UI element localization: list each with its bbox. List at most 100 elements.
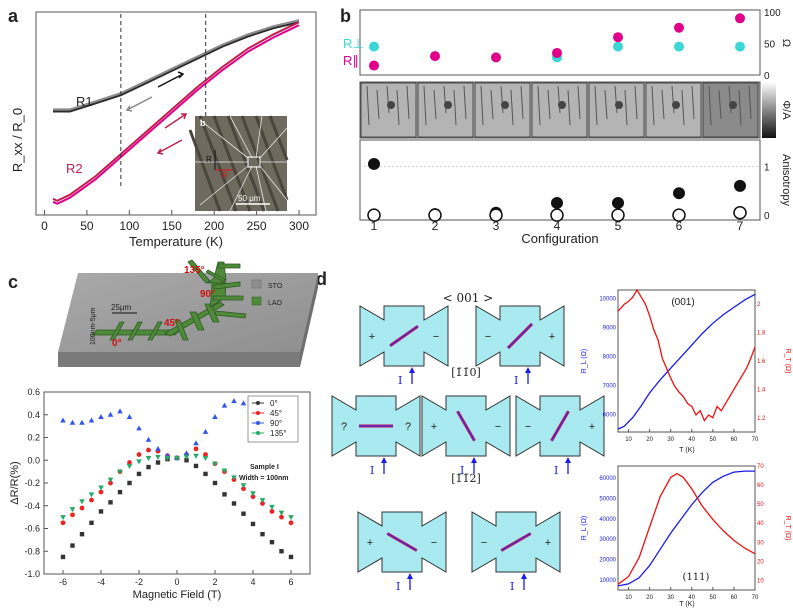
- legend-lao-label: LAO: [268, 300, 283, 307]
- panel-c-point: [60, 520, 66, 526]
- panel-c-ytick-label: 0.6: [27, 387, 40, 397]
- panel-b-middle-ylabel: Φ/A: [780, 100, 792, 120]
- panel-c-xtick-label: -4: [97, 577, 105, 587]
- panel-a-chart: 0 50 100 150 200 250 300 Temperature (K) R_xx …: [10, 11, 317, 249]
- device-current-label: I: [514, 374, 518, 387]
- panel-b-top-ytick-label: 0: [764, 71, 770, 82]
- device-left-terminal: −: [481, 537, 487, 549]
- panel-c-point: [98, 485, 104, 491]
- panel-c-point: [183, 450, 190, 456]
- device-diagram: − + I: [515, 395, 605, 477]
- panel-b-bottom-ylabel: Anisotropy: [780, 154, 792, 206]
- panel-b-image-feature: [661, 89, 665, 120]
- panel-c-point: [193, 446, 199, 452]
- panel-c-ytick-label: -1.0: [24, 569, 40, 579]
- panel-d2-ytick-left-label: 20000: [599, 558, 616, 564]
- panel-c-legend-marker: [256, 401, 260, 405]
- panel-c-legend-label: 45°: [270, 409, 282, 418]
- legend-lao-swatch: [251, 296, 262, 306]
- panel-b-open-point: [550, 208, 564, 222]
- panel-a-dashed-lines: [120, 14, 207, 188]
- panel-b-image-feature: [500, 85, 504, 114]
- panel-c-series: [60, 398, 294, 560]
- panel-c-point: [145, 436, 152, 442]
- panel-b-xticks: 1 2 3 4 5 6 7: [371, 219, 744, 233]
- panel-d1-ytick-right-label: 1.8: [757, 331, 766, 337]
- panel-b-open-point: [733, 205, 747, 220]
- panel-c-ticks: -6 -4 -2 0 2 4 6 -1.0 -0.8 -0.6 -0.4 -0.2 0.0 0.2 0.4 0…: [24, 387, 293, 587]
- panel-c-point: [288, 554, 294, 560]
- panel-c-point: [60, 417, 66, 423]
- device-channel-core: [507, 323, 533, 349]
- arrow-r2-down: [157, 139, 183, 154]
- panel-c-point: [145, 455, 152, 461]
- legend-sto-label: STO: [268, 283, 283, 290]
- device-diagram: − + I: [471, 511, 561, 593]
- panel-c-point: [203, 471, 208, 477]
- panel-d1-xtick-label: 30: [667, 437, 674, 443]
- panel-c-point: [108, 480, 113, 486]
- device-current-label: I: [396, 580, 400, 593]
- panel-b-image-strip: [360, 82, 759, 138]
- panel-c-point: [79, 505, 85, 511]
- panel-c-point: [117, 408, 123, 414]
- panel-a-series-line: [52, 21, 300, 202]
- panel-d2-ytick-left-label: 60000: [599, 476, 616, 482]
- panel-c-xtick-label: 6: [288, 577, 293, 587]
- sto-substrate-side: [300, 273, 318, 367]
- panel-c-point: [240, 483, 247, 489]
- panel-b-image-feature: [708, 85, 712, 126]
- panel-c-point: [250, 494, 256, 500]
- panel-d2-xtick-label: 20: [646, 595, 653, 601]
- panel-c-point: [117, 469, 123, 475]
- panel-d1-xtick-label: 50: [710, 437, 717, 443]
- panel-d2-ytick-right-label: 70: [757, 464, 764, 470]
- panel-b-bottom-ytick-label: 1: [764, 162, 770, 173]
- device-right-terminal: −: [431, 537, 437, 549]
- panel-d2-xtick-label: 70: [752, 595, 759, 601]
- arrow-r1-up-head: [177, 71, 185, 79]
- panel-c-point: [269, 539, 275, 545]
- panel-c-ytick-label: 0.0: [27, 455, 40, 465]
- device-current-arrowhead: [521, 573, 527, 579]
- panel-b-image-feature: [396, 89, 400, 126]
- panel-b-image-feature: [614, 85, 618, 114]
- device-channel-core: [500, 532, 532, 552]
- panel-b-rpar-point: [674, 22, 684, 33]
- panel-b-image-feature: [406, 85, 410, 120]
- device-current-label: I: [370, 464, 374, 477]
- panel-b-image-feature: [480, 85, 484, 126]
- arrow-r1-down-head: [125, 105, 133, 112]
- panel-a-xtick-label: 300: [289, 219, 309, 233]
- panel-c-point: [231, 501, 237, 506]
- panel-b-yticks: 0 50 100 0 1: [764, 8, 781, 222]
- device-diagram: + − I: [357, 511, 447, 593]
- inset-r-par: R: [222, 171, 228, 180]
- panel-d2-ylabel-left: R_L (Ω): [581, 516, 588, 540]
- inset-scalebar-label: 50 μm: [238, 194, 261, 203]
- panel-b-image-feature: [634, 85, 638, 120]
- arrow-r2-down-head: [156, 148, 164, 155]
- panel-a-inset-micrograph: b R R 50 μm: [188, 115, 289, 212]
- panel-c-point: [117, 489, 123, 495]
- panel-c-xtick-label: -2: [135, 577, 143, 587]
- panel-b-image-feature: [510, 89, 514, 126]
- direction-001: < 001 >: [443, 291, 494, 305]
- panel-c-point: [70, 543, 75, 548]
- panel-label-a: a: [8, 6, 19, 26]
- panel-c-point: [136, 459, 142, 465]
- panel-b-xtick-label: 4: [554, 219, 561, 233]
- width-25-label: 25μm: [111, 303, 132, 312]
- panel-d2-xlabel: T (K): [679, 601, 694, 608]
- panel-c-point: [107, 477, 114, 483]
- panel-a-frame: [35, 11, 317, 216]
- panel-b-filled-point: [734, 179, 746, 192]
- panel-c-legend-marker: [256, 421, 260, 425]
- panel-c-point: [107, 411, 114, 417]
- panel-b-top-ytick-label: 100: [764, 8, 781, 19]
- panel-c-legend-items: 0°45°90°135°: [252, 399, 287, 438]
- panel-b-xtick-label: 6: [676, 219, 683, 233]
- panel-c-point: [127, 480, 132, 486]
- panel-a-series-line: [53, 19, 300, 111]
- panel-b-filled-point: [551, 196, 563, 209]
